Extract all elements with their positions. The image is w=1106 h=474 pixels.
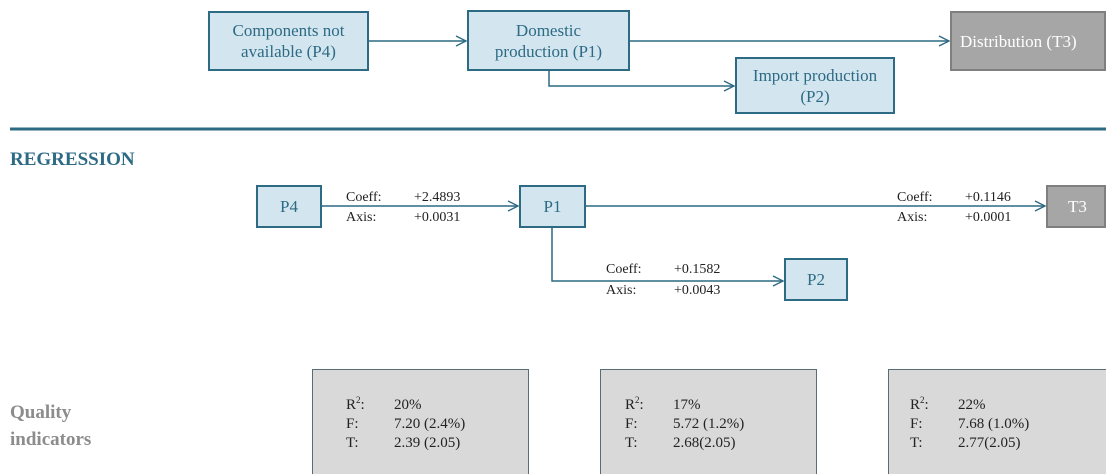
reg-node-t3: T3	[1046, 185, 1106, 228]
p4-p1-axis-label: Axis:	[346, 210, 377, 225]
q1-t-label: T:	[346, 435, 359, 451]
q1-f-label: F:	[346, 416, 359, 432]
node-p1-line2: production (P1)	[494, 41, 603, 61]
node-p1-line1: Domestic	[515, 20, 582, 40]
quality-box-2: R2: 17% F: 5.72 (1.2%) T: 2.68(2.05)	[600, 369, 817, 474]
p1-p2-axis-value: +0.0043	[674, 283, 721, 298]
q1-t-value: 2.39 (2.05)	[394, 435, 461, 451]
q3-f-value: 7.68 (1.0%)	[958, 416, 1030, 432]
node-p2-line1: Import production	[752, 65, 878, 85]
q3-t-value: 2.77(2.05)	[958, 435, 1021, 451]
reg-node-p2: P2	[784, 258, 848, 301]
p1-t3-axis-value: +0.0001	[965, 210, 1012, 225]
arrow-p1-p2	[548, 71, 734, 86]
p1-p2-coeff-value: +0.1582	[674, 262, 721, 277]
node-components-not-available: Components not available (P4)	[208, 11, 369, 71]
q2-t-value: 2.68(2.05)	[673, 435, 736, 451]
p1-t3-coeff-value: +0.1146	[965, 190, 1011, 205]
node-p2-line2: (P2)	[800, 86, 830, 106]
q2-r2-label: R2:	[625, 395, 644, 414]
p4-p1-coeff-label: Coeff:	[346, 190, 382, 205]
node-domestic-production: Domestic production (P1)	[467, 10, 630, 71]
node-p4-line2: available (P4)	[241, 42, 336, 61]
quality-box-3: R2: 22% F: 7.68 (1.0%) T: 2.77(2.05)	[888, 369, 1106, 474]
q1-r2-label: R2:	[346, 395, 365, 414]
q2-t-label: T:	[625, 435, 638, 451]
q3-f-label: F:	[910, 416, 923, 432]
reg-node-p1: P1	[519, 185, 586, 228]
p4-p1-coeff-value: +2.4893	[414, 190, 461, 205]
p1-p2-axis-label: Axis:	[606, 283, 637, 298]
p4-p1-axis-value: +0.0031	[414, 210, 461, 225]
quality-heading-line1: Quality	[10, 402, 72, 423]
q2-f-value: 5.72 (1.2%)	[673, 416, 745, 432]
quality-heading: Quality indicators	[10, 399, 91, 453]
q2-f-label: F:	[625, 416, 638, 432]
q1-f-value: 7.20 (2.4%)	[394, 416, 466, 432]
q1-r2-value: 20%	[394, 397, 422, 413]
node-p4-line1: Components not	[232, 21, 345, 40]
reg-node-p4: P4	[256, 185, 322, 228]
q3-t-label: T:	[910, 435, 923, 451]
node-import-production: Import production (P2)	[735, 57, 895, 114]
quality-box-1: R2: 20% F: 7.20 (2.4%) T: 2.39 (2.05)	[312, 369, 529, 474]
q3-r2-label: R2:	[910, 395, 929, 414]
p1-t3-coeff-label: Coeff:	[897, 190, 933, 205]
node-t3-label: Distribution (T3)	[960, 31, 1077, 51]
regression-heading: REGRESSION	[10, 149, 135, 170]
q3-r2-value: 22%	[958, 397, 986, 413]
p1-p2-coeff-label: Coeff:	[606, 262, 642, 277]
q2-r2-value: 17%	[673, 397, 701, 413]
node-distribution: Distribution (T3)	[950, 11, 1106, 71]
p1-t3-axis-label: Axis:	[897, 210, 928, 225]
quality-heading-line2: indicators	[10, 429, 92, 450]
reg-arrow-p1-p2	[551, 228, 783, 281]
